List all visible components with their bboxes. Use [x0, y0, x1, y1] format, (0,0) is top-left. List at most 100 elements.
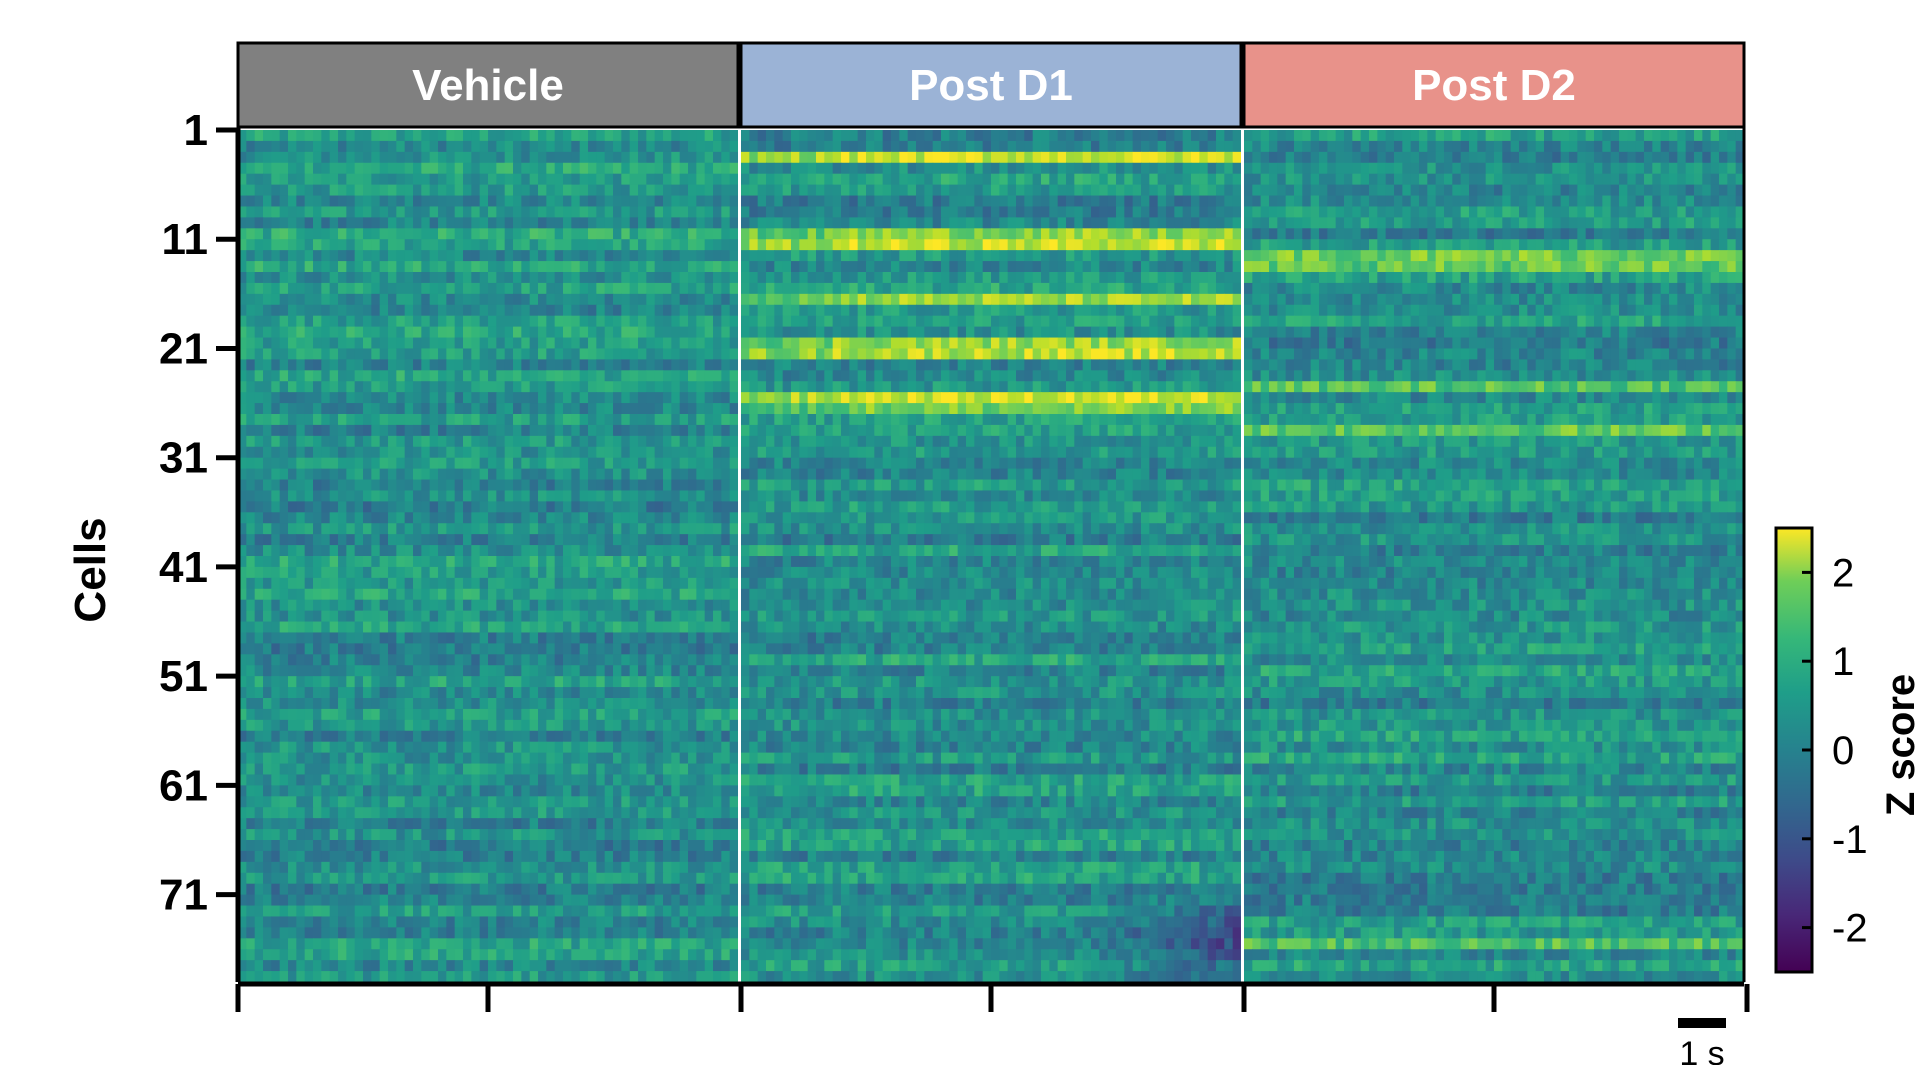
- heatmap-cell: [463, 676, 472, 688]
- heatmap-cell: [679, 381, 689, 393]
- heatmap-cell: [546, 741, 556, 754]
- heatmap-cell: [304, 861, 314, 874]
- heatmap-cell: [496, 610, 506, 623]
- heatmap-cell: [363, 140, 372, 153]
- heatmap-cell: [513, 785, 522, 797]
- heatmap-cell: [263, 545, 272, 557]
- heatmap-cell: [463, 326, 472, 339]
- heatmap-cell: [304, 534, 314, 546]
- heatmap-cell: [488, 435, 497, 448]
- heatmap-cell: [907, 140, 917, 153]
- heatmap-cell: [379, 960, 389, 972]
- heatmap-cell: [321, 228, 331, 240]
- heatmap-cell: [346, 512, 356, 524]
- heatmap-cell: [1091, 162, 1100, 175]
- heatmap-cell: [729, 370, 739, 382]
- heatmap-cell: [513, 850, 522, 863]
- heatmap-cell: [713, 654, 722, 666]
- heatmap-cell: [1032, 130, 1042, 142]
- heatmap-cell: [588, 239, 597, 251]
- heatmap-cell: [554, 719, 564, 732]
- heatmap-cell: [379, 359, 389, 371]
- heatmap-cell: [529, 304, 539, 317]
- heatmap-cell: [729, 184, 739, 197]
- heatmap-cell: [604, 468, 614, 481]
- heatmap-cell: [271, 479, 281, 492]
- heatmap-cell: [288, 796, 297, 808]
- heatmap-cell: [429, 304, 439, 317]
- heatmap-cell: [713, 293, 722, 306]
- heatmap-cell: [729, 512, 739, 524]
- heatmap-cell: [621, 228, 631, 240]
- heatmap-cell: [421, 632, 431, 644]
- heatmap-cell: [721, 446, 731, 459]
- heatmap-cell: [696, 621, 706, 634]
- heatmap-cell: [696, 949, 706, 961]
- heatmap-cell: [663, 698, 672, 710]
- heatmap-cell: [729, 337, 739, 350]
- heatmap-cell: [588, 282, 597, 295]
- heatmap-cell: [354, 566, 364, 579]
- heatmap-cell: [504, 195, 514, 208]
- heatmap-cell: [679, 796, 689, 808]
- heatmap-cell: [479, 337, 489, 350]
- heatmap-cell: [579, 938, 589, 950]
- heatmap-cell: [629, 905, 639, 918]
- heatmap-cell: [313, 479, 322, 492]
- heatmap-cell: [791, 130, 800, 142]
- heatmap-cell: [429, 949, 439, 961]
- heatmap-cell: [421, 261, 431, 273]
- heatmap-cell: [588, 643, 597, 655]
- heatmap-cell: [613, 632, 622, 644]
- heatmap-cell: [471, 632, 481, 644]
- heatmap-cell: [571, 971, 581, 983]
- heatmap-cell: [621, 861, 631, 874]
- heatmap-cell: [579, 621, 589, 634]
- heatmap-cell: [604, 337, 614, 350]
- heatmap-cell: [471, 719, 481, 732]
- heatmap-cell: [999, 151, 1009, 164]
- heatmap-cell: [1157, 173, 1167, 186]
- heatmap-cell: [296, 403, 306, 415]
- heatmap-cell: [263, 392, 272, 404]
- heatmap-cell: [529, 829, 539, 841]
- heatmap-cell: [571, 807, 581, 819]
- heatmap-cell: [454, 577, 464, 590]
- heatmap-cell: [571, 217, 581, 229]
- heatmap-cell: [396, 337, 406, 350]
- heatmap-cell: [313, 960, 322, 972]
- heatmap-cell: [329, 479, 339, 492]
- heatmap-cell: [538, 807, 547, 819]
- heatmap-cell: [546, 927, 556, 939]
- heatmap-cell: [463, 435, 472, 448]
- heatmap-cell: [254, 523, 264, 535]
- heatmap-cell: [321, 905, 331, 918]
- heatmap-cell: [388, 916, 397, 928]
- heatmap-cell: [563, 610, 572, 623]
- heatmap-cell: [471, 173, 481, 186]
- heatmap-cell: [321, 490, 331, 502]
- heatmap-cell: [638, 599, 647, 612]
- heatmap-cell: [571, 687, 581, 699]
- heatmap-cell: [338, 435, 347, 448]
- heatmap-cell: [338, 676, 347, 688]
- heatmap-cell: [363, 676, 372, 688]
- heatmap-cell: [696, 370, 706, 382]
- heatmap-cell: [604, 796, 614, 808]
- heatmap-cell: [346, 261, 356, 273]
- heatmap-cell: [504, 228, 514, 240]
- heatmap-cell: [529, 523, 539, 535]
- heatmap-cell: [471, 272, 481, 284]
- heatmap-cell: [529, 807, 539, 819]
- heatmap-cell: [346, 490, 356, 502]
- heatmap-cell: [488, 861, 497, 874]
- heatmap-cell: [388, 872, 397, 885]
- heatmap-cell: [596, 599, 606, 612]
- heatmap-cell: [613, 206, 622, 218]
- heatmap-cell: [346, 785, 356, 797]
- heatmap-cell: [563, 446, 572, 459]
- heatmap-cell: [504, 730, 514, 743]
- heatmap-cell: [296, 872, 306, 885]
- heatmap-cell: [438, 643, 447, 655]
- heatmap-cell: [604, 577, 614, 590]
